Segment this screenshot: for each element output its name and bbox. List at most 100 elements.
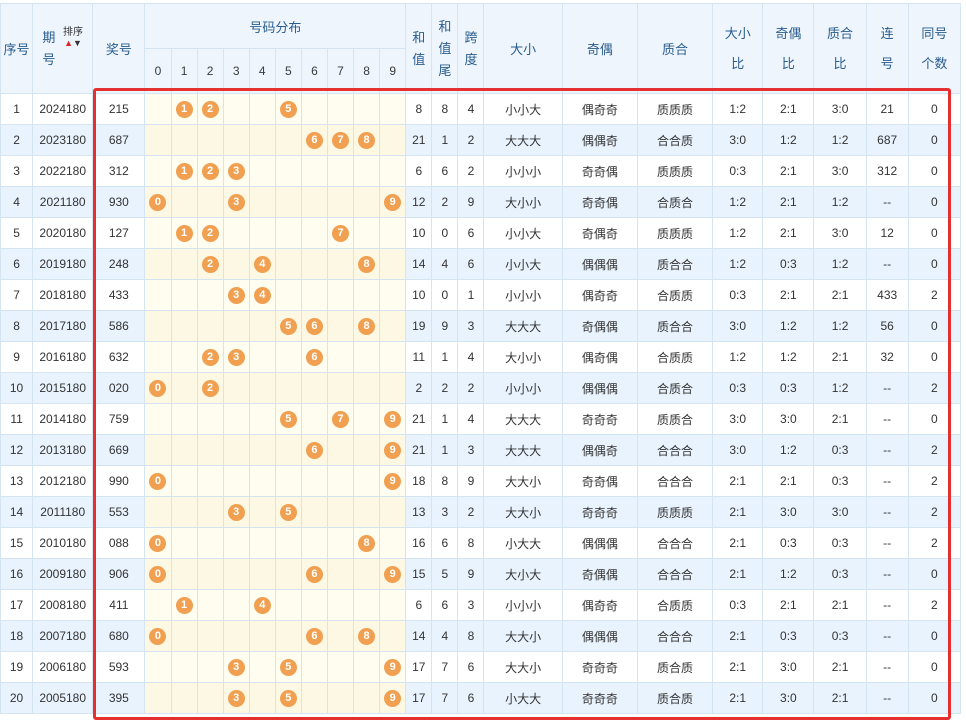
row-seq: 14	[0, 496, 34, 528]
row-same-count: 0	[907, 682, 962, 714]
row-span: 6	[457, 217, 485, 249]
row-prize: 632	[92, 341, 146, 373]
row-consecutive: 21	[865, 93, 909, 125]
dist-cell-4	[248, 93, 276, 125]
dist-cell-2	[196, 124, 224, 156]
row-parity: 偶偶偶	[561, 248, 638, 280]
dist-cell-6	[300, 589, 328, 621]
dist-cell-9	[379, 496, 407, 528]
row-prime: 质质质	[636, 496, 714, 528]
dist-cell-2	[196, 310, 224, 342]
row-span: 9	[457, 186, 485, 218]
row-seq: 12	[0, 434, 34, 466]
dist-cell-7	[326, 155, 355, 187]
dist-cell-5	[274, 341, 302, 373]
header-period[interactable]: 期号 排序 ▲▼	[32, 3, 94, 94]
dist-cell-3: 3	[222, 186, 250, 218]
sort-up-icon[interactable]: ▲	[64, 37, 73, 48]
row-size: 大大大	[483, 310, 563, 342]
row-prize: 669	[92, 434, 146, 466]
header-size-ratio: 大小比	[712, 3, 764, 94]
dist-cell-6	[300, 651, 328, 683]
table-row: 1 2024180 215 1 2 5 8 8 4 小小大 偶奇奇 质质质 1:2 2:1 3:0 21 0	[0, 93, 962, 125]
row-size: 大大大	[483, 403, 563, 435]
dist-cell-3: 3	[222, 155, 250, 187]
row-span: 3	[457, 434, 485, 466]
row-span: 6	[457, 651, 485, 683]
row-prime: 质质质	[636, 155, 714, 187]
number-ball: 5	[279, 317, 297, 335]
row-same-count: 0	[907, 217, 962, 249]
row-seq: 10	[0, 372, 34, 404]
table-row: 14 2011180 553 3 5 13 3 2 大大小 奇奇奇 质质质 2:1 3:0 3:0 -- 2	[0, 496, 962, 528]
row-prize: 020	[92, 372, 146, 404]
row-span: 4	[457, 403, 485, 435]
row-parity-ratio: 0:3	[762, 527, 815, 559]
row-span: 3	[457, 589, 485, 621]
row-sum: 12	[405, 186, 433, 218]
dist-cell-2: 2	[196, 217, 224, 249]
row-size: 大小小	[483, 186, 563, 218]
dist-cell-6	[300, 372, 328, 404]
table-row: 19 2006180 593 3 5 9 17 7 6 大大小 奇奇奇 质合质 2:1 3:0 2:1 -- 0	[0, 651, 962, 683]
dist-cell-7	[326, 465, 355, 497]
dist-cell-8	[353, 434, 381, 466]
row-parity-ratio: 1:2	[762, 434, 815, 466]
row-seq: 20	[0, 682, 34, 714]
row-consecutive: --	[865, 558, 909, 590]
row-parity: 奇奇偶	[561, 186, 638, 218]
row-span: 4	[457, 93, 485, 125]
row-parity-ratio: 2:1	[762, 279, 815, 311]
header-prize: 奖号	[92, 3, 146, 94]
sort-toggle[interactable]: 排序 ▲▼	[63, 27, 83, 49]
dist-cell-5	[274, 155, 302, 187]
row-prime: 质合合	[636, 248, 714, 280]
row-sum-tail: 4	[431, 248, 459, 280]
row-sum: 21	[405, 434, 433, 466]
row-sum: 21	[405, 124, 433, 156]
row-prime: 合合合	[636, 558, 714, 590]
row-sum: 15	[405, 558, 433, 590]
number-ball: 2	[201, 255, 219, 273]
dist-cell-3	[222, 124, 250, 156]
table-row: 3 2022180 312 1 2 3 6 6 2 小小小 奇奇偶 质质质 0:3 2:1 3:0 312 0	[0, 155, 962, 187]
dist-cell-5	[274, 589, 302, 621]
dist-cell-5	[274, 279, 302, 311]
sort-down-icon[interactable]: ▼	[73, 37, 82, 48]
row-prime-ratio: 1:2	[813, 372, 867, 404]
row-prime: 合质合	[636, 186, 714, 218]
row-same-count: 2	[907, 527, 962, 559]
row-sum: 16	[405, 527, 433, 559]
dist-cell-4	[248, 372, 276, 404]
dist-cell-8	[353, 279, 381, 311]
dist-cell-6	[300, 403, 328, 435]
number-ball: 0	[149, 627, 167, 645]
row-prime: 合质合	[636, 372, 714, 404]
dist-cell-3	[222, 527, 250, 559]
dist-cell-7	[326, 279, 355, 311]
row-seq: 15	[0, 527, 34, 559]
row-sum-tail: 0	[431, 217, 459, 249]
dist-cell-7	[326, 186, 355, 218]
table-row: 9 2016180 632 2 3 6 11 1 4 大小小 偶奇偶 合质质 1:2 1:2 2:1 32 0	[0, 341, 962, 373]
dist-cell-3	[222, 217, 250, 249]
number-ball: 1	[175, 224, 193, 242]
row-prime-ratio: 3:0	[813, 155, 867, 187]
dist-cell-1	[170, 310, 198, 342]
row-sum: 10	[405, 217, 433, 249]
dist-cell-7	[326, 527, 355, 559]
dist-cell-8: 8	[353, 248, 381, 280]
dist-cell-2	[196, 620, 224, 652]
dist-cell-2: 2	[196, 155, 224, 187]
row-same-count: 0	[907, 558, 962, 590]
dist-cell-5	[274, 465, 302, 497]
row-seq: 17	[0, 589, 34, 621]
dist-cell-3	[222, 372, 250, 404]
dist-cell-1	[170, 651, 198, 683]
row-sum-tail: 9	[431, 310, 459, 342]
dist-cell-8	[353, 465, 381, 497]
dist-cell-2	[196, 434, 224, 466]
row-prime-ratio: 3:0	[813, 217, 867, 249]
dist-cell-9	[379, 279, 407, 311]
row-prime-ratio: 0:3	[813, 434, 867, 466]
